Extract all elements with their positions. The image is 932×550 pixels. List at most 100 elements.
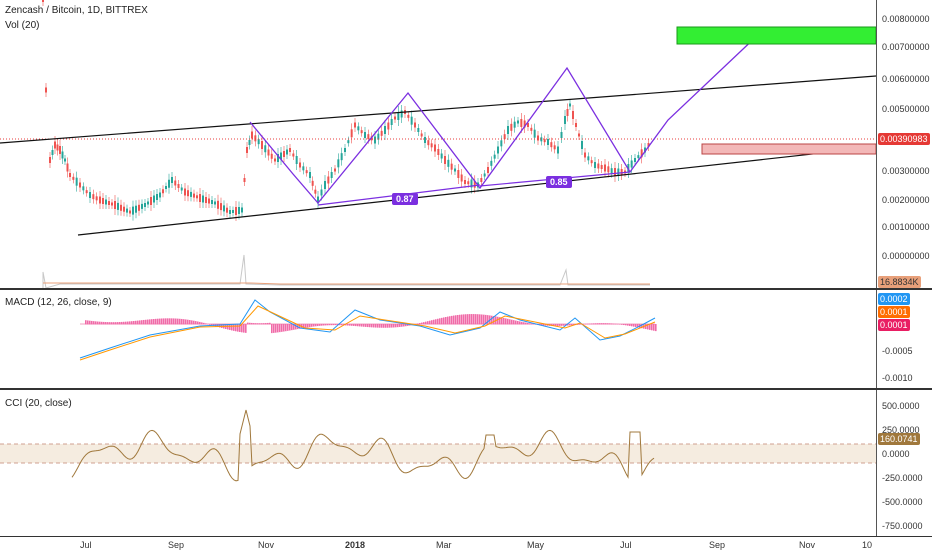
macd-chart[interactable] [0, 290, 876, 388]
candle-body [584, 152, 586, 158]
macd-hist-bar [233, 324, 235, 331]
macd-hist-bar [283, 324, 285, 332]
macd-hist-bar [447, 316, 449, 325]
candle-body [317, 196, 319, 204]
macd-hist-bar [417, 323, 419, 325]
macd-hist-bar [289, 324, 291, 331]
candle-body [153, 195, 155, 203]
cci-chart[interactable] [0, 390, 876, 536]
candle-body [430, 143, 433, 148]
macd-hist-bar [493, 316, 495, 325]
macd-hist-bar [439, 318, 441, 325]
candle-body [238, 207, 240, 214]
macd-hist-bar [555, 324, 557, 326]
macd-hist-bar [319, 324, 321, 326]
candle-body [520, 119, 523, 127]
macd-hist-bar [151, 319, 153, 325]
candle-body [397, 112, 400, 120]
macd-hist-bar [501, 317, 503, 325]
macd-hist-bar [315, 324, 317, 327]
macd-hist-bar [513, 320, 515, 325]
macd-hist-bar [451, 315, 453, 325]
candle-body [447, 159, 450, 167]
macd-tick: -0.0010 [882, 373, 913, 383]
macd-hist-bar [397, 324, 399, 328]
time-axis[interactable]: Jul Sep Nov 2018 Mar May Jul Sep Nov 10 [0, 536, 932, 550]
macd-title: MACD (12, 26, close, 9) [5, 297, 112, 308]
macd-hist-bar [357, 324, 359, 327]
channel-label-2: 0.85 [546, 176, 572, 188]
macd-hist-bar [589, 323, 591, 325]
panel-divider[interactable] [0, 388, 932, 390]
candle-body [150, 197, 152, 205]
price-panel[interactable]: Zencash / Bitcoin, 1D, BITTREX Vol (20) … [0, 0, 876, 288]
macd-hist-bar [169, 318, 171, 325]
candle-body [569, 103, 571, 107]
macd-hist-bar [239, 324, 241, 332]
cci-tick: 500.0000 [882, 401, 920, 411]
macd-hist-bar [591, 323, 593, 325]
price-chart[interactable] [0, 0, 876, 288]
candle-body [557, 146, 559, 154]
macd-hist-bar [351, 324, 353, 326]
macd-hist-bar [101, 321, 103, 325]
candle-body [75, 177, 78, 186]
macd-tag-1: 0.0002 [878, 293, 910, 305]
candle-body [644, 147, 646, 153]
panel-divider[interactable] [0, 288, 932, 290]
macd-hist-bar [265, 323, 267, 325]
macd-hist-bar [191, 320, 193, 325]
cci-tick: 250.0000 [882, 425, 920, 435]
macd-hist-bar [399, 324, 401, 327]
candle-body [214, 201, 216, 205]
macd-hist-bar [625, 324, 627, 326]
candle-body [320, 189, 323, 196]
macd-hist-bar [621, 324, 623, 325]
macd-hist-bar [285, 324, 287, 332]
macd-hist-bar [371, 324, 373, 328]
macd-hist-bar [277, 324, 279, 333]
macd-hist-bar [121, 321, 123, 325]
macd-hist-bar [185, 319, 187, 325]
candle-body [49, 157, 51, 163]
macd-hist-bar [291, 324, 293, 331]
channel-label-1: 0.87 [392, 193, 418, 205]
macd-hist-bar [109, 322, 111, 325]
cci-axis[interactable]: 500.0000 250.0000 0.0000 -250.0000 -500.… [876, 390, 932, 536]
price-tick: 0.00100000 [882, 222, 930, 232]
candle-body [305, 170, 308, 174]
price-tick: 0.00700000 [882, 42, 930, 52]
macd-hist-bar [393, 324, 395, 328]
macd-hist-bar [385, 324, 387, 328]
macd-tick: -0.0005 [882, 346, 913, 356]
candle-body [347, 140, 350, 144]
candle-body [507, 126, 509, 134]
candle-body [483, 173, 486, 177]
candle-body [280, 152, 282, 160]
candle-body [135, 205, 137, 213]
macd-hist-bar [457, 314, 459, 325]
macd-hist-bar [325, 324, 327, 326]
price-axis[interactable]: 0.00800000 0.00700000 0.00600000 0.00500… [876, 0, 932, 288]
macd-panel[interactable]: MACD (12, 26, close, 9) [0, 290, 876, 388]
macd-hist-bar [363, 324, 365, 327]
macd-hist-bar [471, 314, 473, 325]
candle-body [226, 207, 228, 213]
cci-line [71, 409, 655, 482]
cci-title: CCI (20, close) [5, 398, 72, 409]
cci-panel[interactable]: CCI (20, close) [0, 390, 876, 536]
time-tick: May [527, 540, 545, 550]
macd-hist-bar [401, 324, 403, 327]
macd-hist-bar [629, 324, 631, 326]
candle-body [473, 180, 476, 188]
macd-hist-bar [99, 321, 101, 325]
macd-hist-bar [579, 324, 581, 325]
macd-axis[interactable]: 0.0002 0.0001 0.0001 -0.0005 -0.0010 [876, 290, 932, 388]
macd-hist-bar [587, 323, 589, 325]
macd-hist-bar [355, 324, 357, 327]
candle-body [187, 190, 189, 197]
macd-hist-bar [113, 322, 115, 325]
candle-body [457, 170, 460, 178]
candle-body [367, 134, 370, 140]
candle-body [54, 141, 56, 149]
